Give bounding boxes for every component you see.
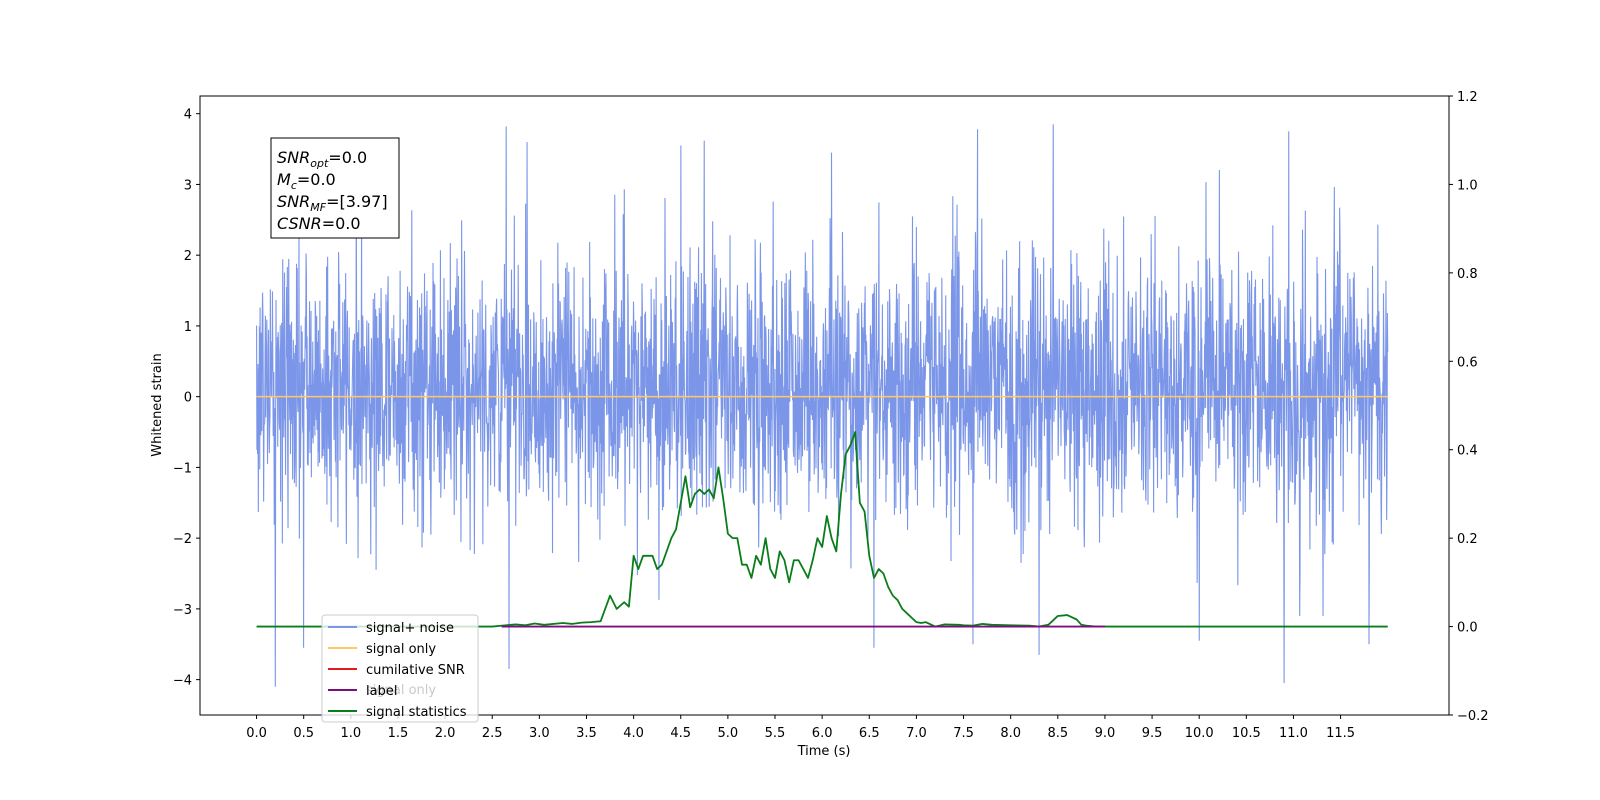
- x-tick-label: 4.5: [670, 726, 691, 741]
- x-tick-label: 6.0: [812, 726, 833, 741]
- x-tick-label: 0.0: [246, 726, 267, 741]
- y-tick-label: 1: [184, 320, 192, 335]
- x-tick-label: 8.0: [1000, 726, 1021, 741]
- legend-label: label: [366, 684, 397, 699]
- y-tick-label: −4: [173, 674, 192, 689]
- info-symbol: SNR: [277, 148, 310, 167]
- x-tick-label: 0.5: [293, 726, 314, 741]
- info-value: =[3.97]: [326, 192, 388, 211]
- x-tick-label: 11.5: [1326, 726, 1355, 741]
- info-value: =0.0: [322, 214, 361, 233]
- x-tick-label: 2.5: [482, 726, 503, 741]
- x-tick-label: 7.0: [906, 726, 927, 741]
- x-tick-label: 5.0: [718, 726, 739, 741]
- x-tick-label: 10.0: [1185, 726, 1214, 741]
- y-axis-label: Whitened strain: [150, 353, 165, 456]
- y-tick-label: 3: [184, 178, 192, 193]
- y-tick-label: −2: [173, 532, 192, 547]
- info-symbol: CSNR: [277, 214, 322, 233]
- info-box-line: SNRMF=[3.97]: [277, 192, 388, 214]
- y2-tick-label: 0.2: [1457, 532, 1478, 547]
- legend-label: signal only: [366, 642, 436, 657]
- x-tick-label: 5.5: [765, 726, 786, 741]
- y-tick-label: 2: [184, 249, 192, 264]
- info-box-line: CSNR=0.0: [277, 214, 361, 233]
- x-axis-label: Time (s): [797, 744, 851, 759]
- x-tick-label: 11.0: [1279, 726, 1308, 741]
- x-tick-label: 1.0: [340, 726, 361, 741]
- info-subscript: opt: [310, 157, 329, 170]
- y-tick-label: 0: [184, 391, 192, 406]
- info-box-line: Mc=0.0: [277, 170, 336, 192]
- plot-area: [257, 124, 1388, 686]
- x-tick-label: 9.5: [1142, 726, 1163, 741]
- y2-tick-label: 0.8: [1457, 267, 1478, 282]
- x-tick-label: 9.0: [1095, 726, 1116, 741]
- x-tick-label: 4.0: [623, 726, 644, 741]
- x-tick-label: 10.5: [1232, 726, 1261, 741]
- legend-label: signal statistics: [366, 705, 467, 720]
- legend-label: cumilative SNR: [366, 663, 465, 678]
- x-tick-label: 2.0: [435, 726, 456, 741]
- info-symbol: SNR: [277, 192, 310, 211]
- y-tick-label: 4: [184, 108, 192, 123]
- x-tick-label: 6.5: [859, 726, 880, 741]
- x-tick-label: 7.5: [953, 726, 974, 741]
- y2-tick-label: 0.6: [1457, 355, 1478, 370]
- series-signal-noise-line: [257, 124, 1388, 686]
- info-value: =0.0: [328, 148, 367, 167]
- y2-tick-label: 1.2: [1457, 90, 1478, 105]
- info-value: =0.0: [297, 170, 336, 189]
- y2-tick-label: 0.0: [1457, 621, 1478, 636]
- info-symbol: M: [277, 170, 291, 189]
- x-tick-label: 3.5: [576, 726, 597, 741]
- legend-label: signal+ noise: [366, 621, 454, 636]
- y-tick-label: −1: [173, 461, 192, 476]
- y2-tick-label: −0.2: [1457, 709, 1489, 724]
- x-tick-label: 3.0: [529, 726, 550, 741]
- y-tick-label: −3: [173, 603, 192, 618]
- x-tick-label: 8.5: [1047, 726, 1068, 741]
- y2-tick-label: 0.4: [1457, 444, 1478, 459]
- y2-tick-label: 1.0: [1457, 178, 1478, 193]
- info-subscript: MF: [310, 201, 326, 214]
- x-tick-label: 1.5: [388, 726, 409, 741]
